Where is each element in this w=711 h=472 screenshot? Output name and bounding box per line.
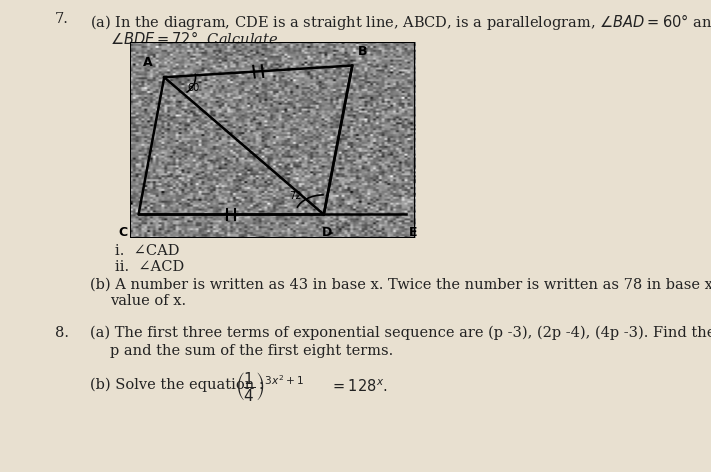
Text: E: E	[410, 226, 418, 239]
Text: A: A	[143, 57, 153, 69]
Text: (b) A number is written as 43 in base x. Twice the number is written as 78 in ba: (b) A number is written as 43 in base x.…	[90, 278, 711, 292]
Text: p and the sum of the first eight terms.: p and the sum of the first eight terms.	[110, 344, 393, 358]
Text: $\left(\dfrac{1}{4}\right)^{3x^2+1}$: $\left(\dfrac{1}{4}\right)^{3x^2+1}$	[235, 370, 304, 403]
Text: (a) In the diagram, CDE is a straight line, ABCD, is a parallelogram, $\angle BA: (a) In the diagram, CDE is a straight li…	[90, 12, 711, 32]
Text: 60: 60	[187, 83, 199, 93]
Text: 7.: 7.	[55, 12, 69, 26]
Text: (a) The first three terms of exponential sequence are (p -3), (2p -4), (4p -3). : (a) The first three terms of exponential…	[90, 326, 711, 340]
Text: 72: 72	[289, 191, 302, 201]
Text: value of x.: value of x.	[110, 294, 186, 308]
Text: $= 128^x.$: $= 128^x.$	[330, 378, 387, 395]
Text: $\angle BDE = 72°$. Calculate: $\angle BDE = 72°$. Calculate	[110, 30, 278, 47]
Text: C: C	[118, 226, 127, 239]
Text: 8.: 8.	[55, 326, 69, 340]
Text: D: D	[321, 226, 332, 239]
Text: B: B	[358, 45, 368, 58]
Text: ii.  ∠ACD: ii. ∠ACD	[115, 260, 184, 274]
Text: i.  ∠CAD: i. ∠CAD	[115, 244, 179, 258]
Text: (b) Solve the equation :: (b) Solve the equation :	[90, 378, 268, 392]
